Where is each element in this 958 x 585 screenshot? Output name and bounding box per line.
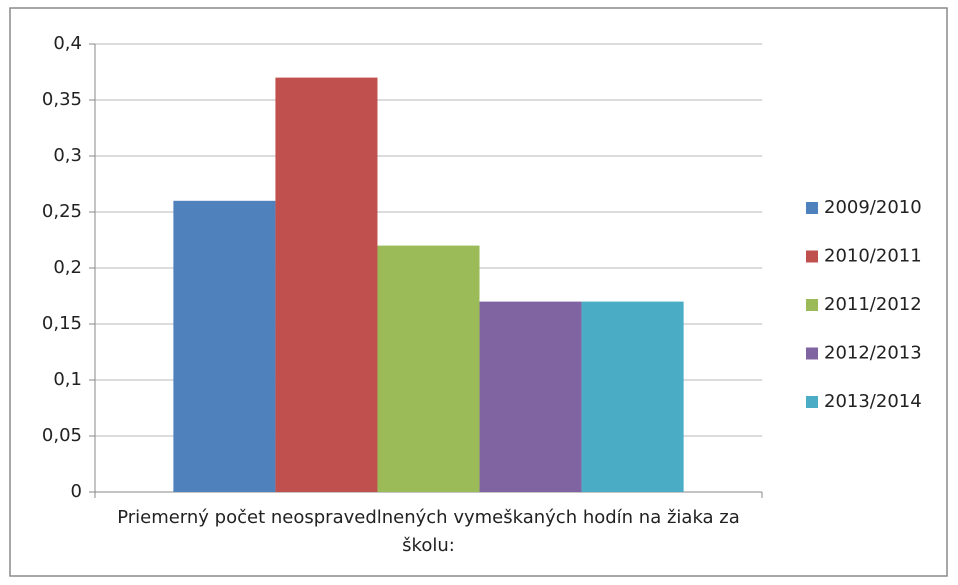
y-tick-label: 0,15 bbox=[42, 313, 82, 334]
legend-label: 2009/2010 bbox=[824, 197, 922, 218]
y-tick-label: 0,35 bbox=[42, 89, 82, 110]
legend-label: 2011/2012 bbox=[824, 294, 922, 315]
y-tick-label: 0,1 bbox=[53, 369, 82, 390]
y-tick-label: 0,4 bbox=[53, 33, 82, 54]
legend-label: 2013/2014 bbox=[824, 391, 922, 412]
legend-swatch bbox=[806, 347, 818, 360]
y-tick-label: 0,25 bbox=[42, 201, 82, 222]
bar bbox=[377, 245, 480, 492]
legend-swatch bbox=[806, 202, 818, 214]
x-tick-label: Priemerný počet neospravedlnených vymešk… bbox=[117, 507, 740, 556]
bar bbox=[581, 301, 684, 492]
bar bbox=[173, 200, 276, 493]
y-tick-label: 0,05 bbox=[42, 425, 82, 446]
legend-swatch bbox=[806, 396, 818, 408]
y-tick-label: 0 bbox=[71, 481, 82, 502]
legend-swatch bbox=[806, 250, 818, 263]
y-tick-label: 0,3 bbox=[53, 145, 82, 166]
x-label-box: Priemerný počet neospravedlnených vymešk… bbox=[117, 507, 740, 556]
legend-label: 2012/2013 bbox=[824, 343, 922, 364]
y-tick-label: 0,2 bbox=[53, 257, 82, 278]
legend-swatch bbox=[806, 299, 818, 311]
legend-label: 2010/2011 bbox=[824, 246, 922, 267]
bar bbox=[479, 301, 582, 492]
bar bbox=[275, 77, 378, 492]
